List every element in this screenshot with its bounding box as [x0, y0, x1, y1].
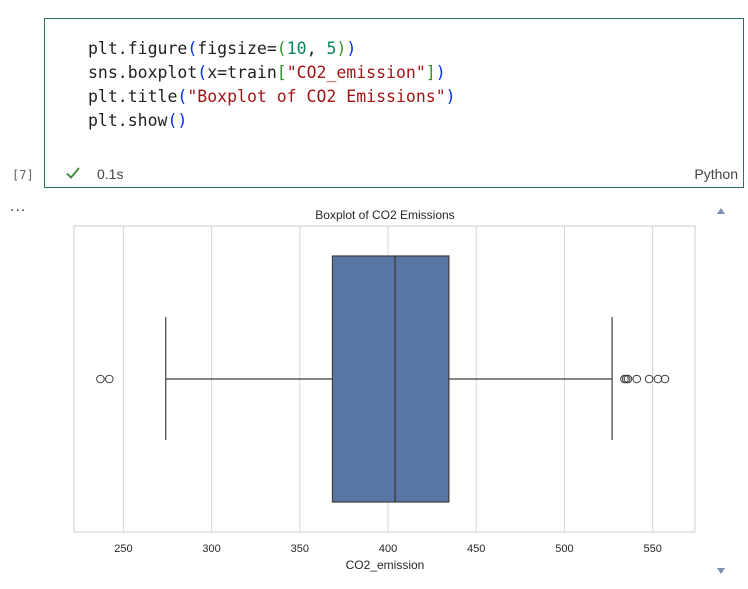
kernel-language[interactable]: Python — [694, 166, 738, 182]
code-editor[interactable]: plt.figure(figsize=(10, 5)) sns.boxplot(x… — [44, 37, 456, 133]
outlier-point — [623, 374, 633, 384]
check-icon — [66, 167, 80, 179]
boxplot-chart: Boxplot of CO2 Emissions 250 300 350 400 450… — [73, 208, 696, 572]
outlier-point — [632, 374, 642, 384]
code-token: 5 — [326, 39, 337, 58]
outlier-point — [96, 374, 105, 384]
outlier-point — [660, 374, 670, 384]
code-token: [ — [276, 63, 287, 82]
code-line: plt.figure(figsize=(10, 5)) — [44, 37, 456, 61]
code-token: ] — [425, 63, 436, 82]
x-tick-label: 400 — [379, 543, 397, 555]
code-token: ) — [445, 87, 456, 106]
x-tick-label: 350 — [291, 543, 309, 555]
execution-count: [7] — [12, 168, 34, 182]
code-token: plt.show — [88, 111, 168, 130]
code-token: "Boxplot of CO2 Emissions" — [187, 87, 446, 106]
code-token: ( — [177, 87, 188, 106]
code-token: ) — [346, 39, 357, 58]
code-token: x=train — [207, 63, 277, 82]
scroll-up-arrow-icon[interactable] — [717, 208, 725, 214]
code-token: plt.title — [88, 87, 178, 106]
x-axis-label: CO2_emission — [346, 558, 425, 572]
code-token: ) — [336, 39, 347, 58]
x-tick-label: 450 — [467, 543, 485, 555]
plot-frame — [73, 225, 696, 533]
code-token: ( — [197, 63, 208, 82]
code-token: ( — [276, 39, 287, 58]
output-menu-icon[interactable]: ... — [10, 198, 27, 215]
code-line: plt.show() — [44, 109, 456, 133]
code-token: ) — [435, 63, 446, 82]
chart-title: Boxplot of CO2 Emissions — [315, 208, 454, 222]
code-token: plt.figure — [88, 39, 188, 58]
scroll-down-arrow-icon[interactable] — [717, 568, 725, 574]
outlier-point — [104, 374, 114, 384]
x-tick-label: 500 — [555, 543, 573, 555]
x-tick-label: 550 — [643, 543, 661, 555]
code-token: "CO2_emission" — [286, 63, 426, 82]
code-token: 10 — [286, 39, 307, 58]
code-token: () — [167, 111, 188, 130]
box-iqr — [331, 255, 450, 503]
code-token: ( — [187, 39, 198, 58]
execution-time: 0.1s — [97, 166, 124, 182]
code-line: sns.boxplot(x=train["CO2_emission"]) — [44, 61, 456, 85]
x-tick-label: 300 — [202, 543, 220, 555]
outlier-point — [644, 374, 654, 384]
code-token: sns.boxplot — [88, 63, 198, 82]
code-line: plt.title("Boxplot of CO2 Emissions") — [44, 85, 456, 109]
x-tick-label: 250 — [114, 543, 132, 555]
code-token: figsize= — [197, 39, 277, 58]
outlier-point — [621, 374, 631, 384]
code-token: , — [306, 39, 327, 58]
outlier-point — [653, 374, 663, 384]
code-cell[interactable] — [44, 18, 744, 188]
